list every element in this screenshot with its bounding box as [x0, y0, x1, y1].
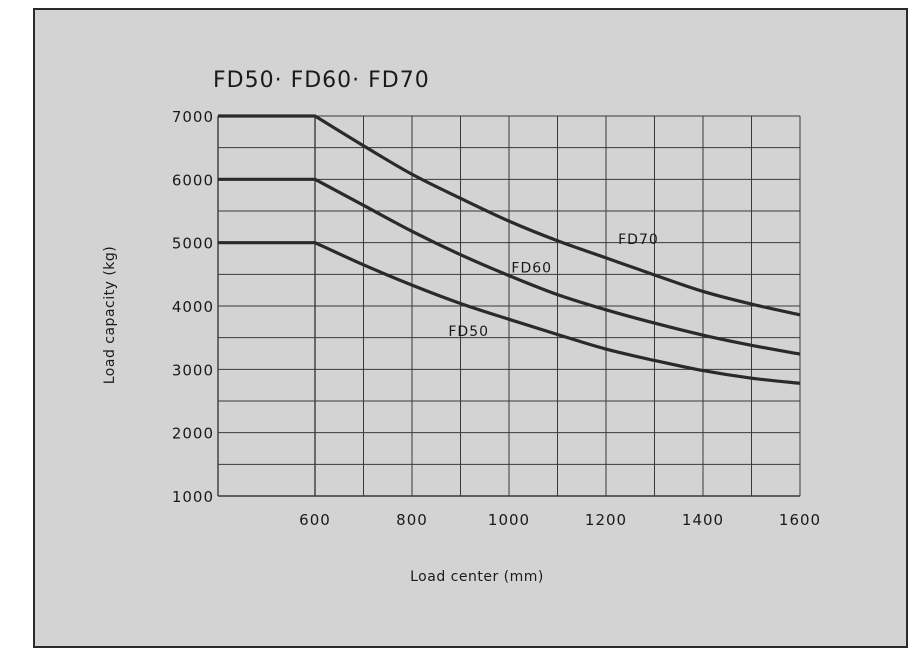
chart-panel: FD50· FD60· FD70 600 800 1000 1200 1400 1600 1… — [33, 8, 908, 648]
chart-title: FD50· FD60· FD70 — [213, 68, 430, 93]
y-tick-label: 4000 — [172, 298, 214, 316]
series-line-fd50 — [218, 241, 801, 385]
series-label-fd60: FD60 — [511, 260, 552, 276]
series-labels: FD70 FD60 FD50 — [448, 232, 659, 340]
y-tick-label: 6000 — [172, 171, 214, 189]
x-axis-label: Load center (mm) — [410, 569, 544, 585]
y-tick-label: 2000 — [172, 425, 214, 443]
x-tick-label: 1200 — [585, 511, 627, 529]
y-tick-label: 5000 — [172, 235, 214, 253]
series-label-fd50: FD50 — [448, 324, 489, 340]
y-axis-label: Load capacity (kg) — [102, 246, 118, 385]
x-tick-label: 600 — [299, 511, 331, 529]
series-line-fd70 — [218, 114, 801, 317]
x-tick-label: 1600 — [779, 511, 821, 529]
chart-svg: FD50· FD60· FD70 600 800 1000 1200 1400 1600 1… — [102, 68, 821, 585]
x-tick-label: 1400 — [682, 511, 724, 529]
series-line-fd60 — [218, 177, 801, 356]
x-tick-label: 800 — [396, 511, 428, 529]
tick-labels: 600 800 1000 1200 1400 1600 1000 2000 3000 4000 50… — [172, 108, 821, 529]
series-label-fd70: FD70 — [618, 232, 659, 248]
x-tick-label: 1000 — [488, 511, 530, 529]
y-tick-label: 7000 — [172, 108, 214, 126]
series-lines — [218, 114, 801, 385]
y-tick-label: 3000 — [172, 361, 214, 379]
grid — [217, 115, 801, 497]
y-tick-label: 1000 — [172, 488, 214, 506]
